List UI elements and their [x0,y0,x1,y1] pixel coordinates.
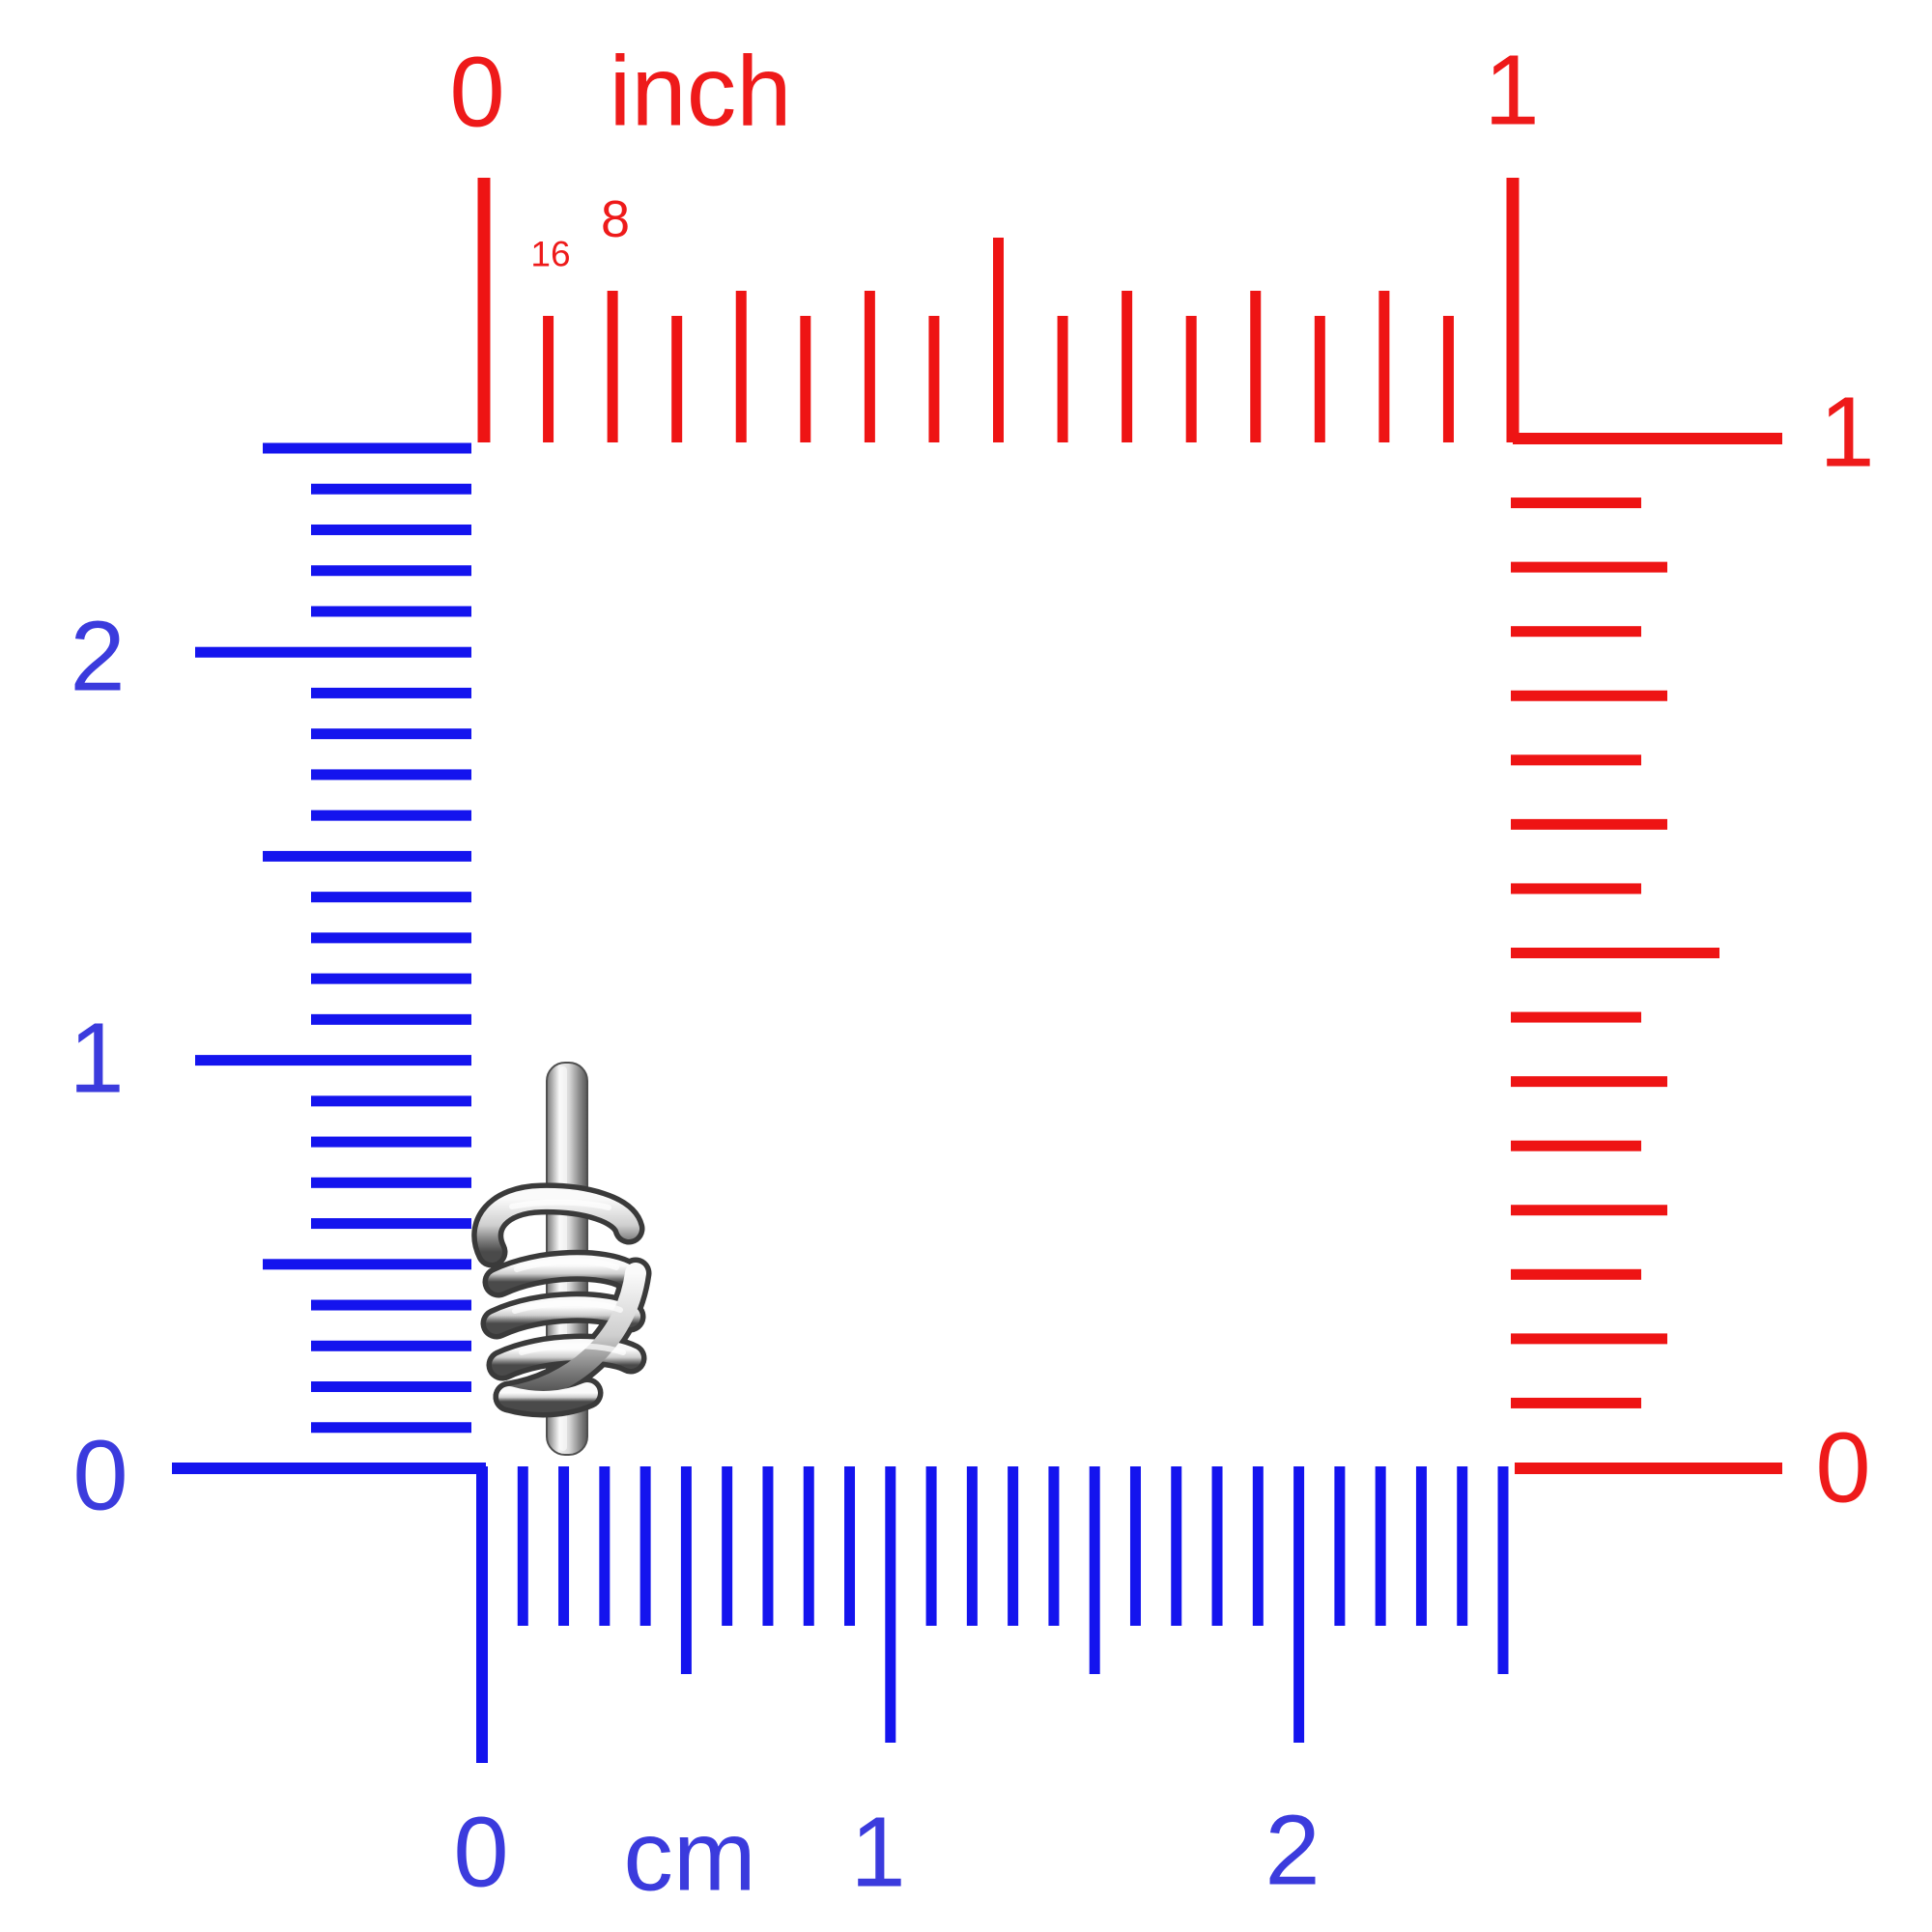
cm-left-label-two: 2 [70,600,126,712]
cm-left-label-zero: 0 [72,1419,128,1531]
knot-charm-image [471,1062,652,1456]
eighths-label: 8 [600,190,631,248]
sixteenths-label: 16 [530,234,571,274]
inch-label-zero: 0 [449,36,505,148]
cm-label-zero: 0 [453,1796,509,1908]
cm-label-one: 1 [850,1796,906,1908]
cm-left-label-one: 1 [69,1002,125,1114]
inch-unit-label: inch [609,35,792,147]
cm-unit-label: cm [623,1800,756,1912]
inch-ruler-right-ticks [1511,497,1719,1408]
ruler-corner-lines [172,433,1782,1474]
inch-ruler-top-ticks [477,178,1520,442]
inch-right-label-zero: 0 [1815,1411,1871,1523]
cm-label-two: 2 [1264,1794,1321,1906]
inch-right-label-one: 1 [1819,376,1875,488]
inch-label-one: 1 [1484,34,1540,146]
cm-ruler-bottom-ticks [476,1466,1509,1763]
cm-ruler-left-ticks [195,442,471,1434]
